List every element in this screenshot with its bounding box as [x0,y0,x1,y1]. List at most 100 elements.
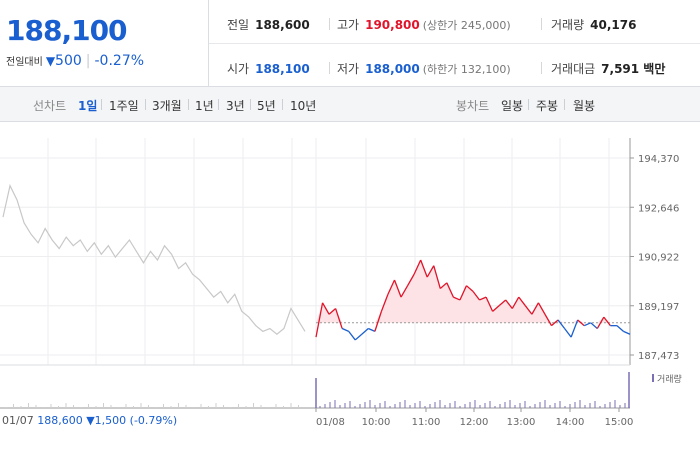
change-label: 전일대비 [6,57,43,68]
stat-prev-value: 188,600 [255,18,310,32]
stat-volume-label: 거래량 [551,18,585,32]
stat-prev: 전일 188,600 [227,16,310,33]
change-value: 500 [55,53,82,69]
tab-divider [528,99,529,110]
series-today-segment [492,305,500,312]
stat-divider [329,18,330,30]
stat-lower-limit: (하한가 132,100) [422,63,511,76]
series-today-segment [511,296,520,309]
x-tick-label: 14:00 [556,417,585,428]
series-today-segment [479,296,487,301]
stat-low-value: 188,000 [365,62,420,76]
x-tick-label: 01/08 [316,417,345,428]
tab-weekly-candle[interactable]: 주봉 [536,99,559,113]
prev-day-change: ▼1,500 [86,414,127,427]
series-today-segment [446,282,454,298]
series-today-segment [577,319,585,327]
series-today-segment [518,296,526,307]
stat-open: 시가 188,100 [227,60,310,77]
series-today-segment [498,299,507,307]
stat-low: 저가 188,000 (하한가 132,100) [337,60,511,77]
stat-high-label: 고가 [337,18,360,32]
tab-1week[interactable]: 1주일 [109,99,139,113]
prev-day-rate: (-0.79%) [129,414,178,427]
y-tick-label: 190,922 [638,253,679,264]
series-today-segment [466,285,474,292]
line-chart-label: 선차트 [33,99,67,113]
series-today-segment [485,296,494,312]
series-today-segment [453,296,461,301]
x-tick-label: 15:00 [605,417,634,428]
y-tick-label: 187,473 [638,351,679,362]
chart-tabs: 선차트 1일 1주일 3개월 1년 3년 5년 10년 봉차트 일봉 주봉 월봉 [0,87,700,122]
tab-10year[interactable]: 10년 [290,99,317,113]
tab-divider [188,99,189,110]
stat-low-label: 저가 [337,62,360,76]
series-today-segment [413,259,422,275]
tab-divider [250,99,251,110]
x-tick-label: 12:00 [460,417,489,428]
tab-divider [282,99,283,110]
series-today-segment [570,319,579,338]
series-today-segment [433,265,441,289]
down-arrow-icon: ▼ [45,54,56,68]
series-prev-day-line [2,183,306,336]
series-today-segment [354,333,363,341]
quote-header: 188,100 전일대비 ▼500 | -0.27% 전일 188,600 고가 190,… [0,0,700,87]
series-today-segment [335,308,343,329]
series-today-segment [426,265,435,278]
series-today-segment [603,316,611,327]
series-today-segment [551,319,559,327]
y-tick-label: 192,646 [638,203,679,214]
tab-daily-candle[interactable]: 일봉 [501,99,524,113]
stat-amount-label: 거래대금 [551,62,596,76]
series-today-segment [537,302,546,315]
stat-high-value: 190,800 [365,18,420,32]
tab-5year[interactable]: 5년 [257,99,276,113]
tab-1year[interactable]: 1년 [195,99,214,113]
x-tick-label: 10:00 [362,417,391,428]
series-today-segment [328,308,337,315]
stat-high: 고가 190,800 (상한가 245,000) [337,16,511,33]
candle-chart-label: 봉차트 [456,99,490,113]
x-tick-label: 11:00 [412,417,441,428]
stat-divider [329,62,330,74]
tab-3year[interactable]: 3년 [226,99,245,113]
series-today-segment [557,319,566,329]
stat-open-value: 188,100 [255,62,310,76]
series-today-segment [361,328,369,335]
series-today-segment [459,285,468,301]
series-today-segment [368,327,376,332]
tab-divider [218,99,219,110]
stat-prev-label: 전일 [227,18,250,32]
tab-1day[interactable]: 1일 [78,99,98,113]
current-price: 188,100 [6,14,128,47]
series-today-segment [393,279,402,298]
y-tick-label: 189,197 [638,302,679,313]
series-today-segment [623,330,631,335]
change-row: 전일대비 ▼500 | -0.27% [6,53,144,69]
series-today-segment [341,327,349,332]
stat-amount-value: 7,591 백만 [601,62,666,76]
stat-open-label: 시가 [227,62,250,76]
series-today-segment [439,282,448,290]
price-box: 188,100 전일대비 ▼500 | -0.27% [0,0,209,86]
series-today-segment [420,259,428,278]
change-divider: | [85,53,91,69]
tab-3month[interactable]: 3개월 [152,99,182,113]
prev-day-close: 188,600 [37,414,83,427]
volume-legend-label: 거래량 [657,373,682,385]
series-today-segment [321,302,330,315]
stat-volume: 거래량 40,176 [551,16,636,33]
tab-divider [101,99,102,110]
y-tick-label: 194,370 [638,154,679,165]
series-today-segment [616,325,624,332]
series-today-segment [472,290,481,301]
series-today-segment [400,285,409,298]
tab-monthly-candle[interactable]: 월봉 [573,99,596,113]
series-today-segment [590,322,598,330]
series-today-segment [505,299,513,309]
stat-amount: 거래대금 7,591 백만 [551,60,665,77]
prev-day-summary: 01/07 188,600 ▼1,500 (-0.79%) [2,414,177,427]
